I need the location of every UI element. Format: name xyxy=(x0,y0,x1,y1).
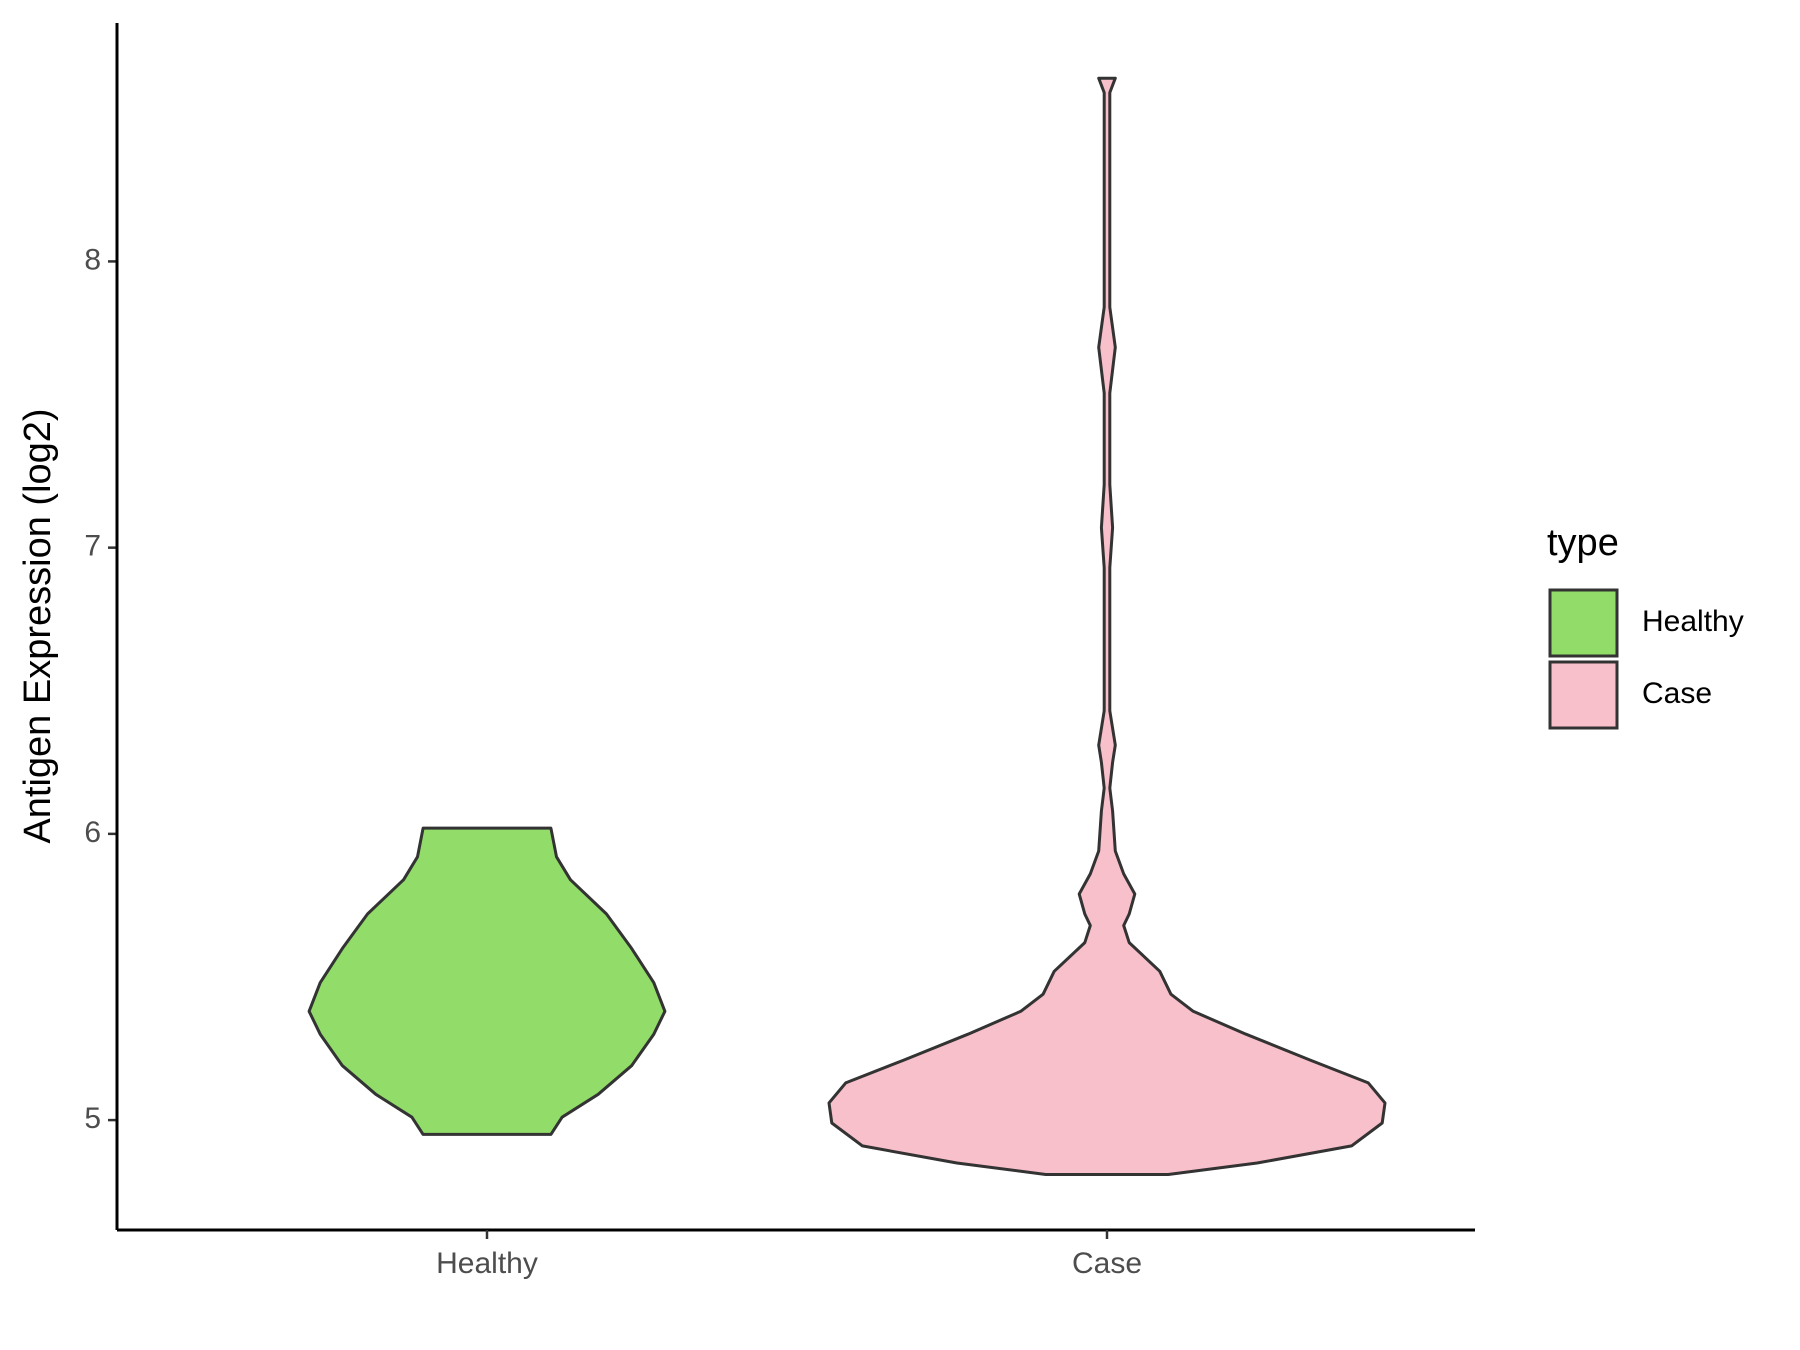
violin xyxy=(827,76,1387,1176)
y-axis-label: Antigen Expression (log2) xyxy=(17,408,59,843)
legend-key xyxy=(1548,660,1619,730)
legend-label: Healthy xyxy=(1642,605,1744,638)
y-tick-label: 5 xyxy=(84,1102,101,1135)
x-tick-label: Case xyxy=(1072,1247,1142,1280)
violin xyxy=(307,826,667,1136)
legend-title: type xyxy=(1547,522,1619,564)
y-tick-label: 6 xyxy=(84,816,101,849)
y-tick-label: 7 xyxy=(84,530,101,563)
legend-label: Case xyxy=(1642,677,1712,710)
legend-key xyxy=(1548,588,1619,658)
x-tick-label: Healthy xyxy=(436,1247,538,1280)
y-tick-label: 8 xyxy=(84,243,101,276)
